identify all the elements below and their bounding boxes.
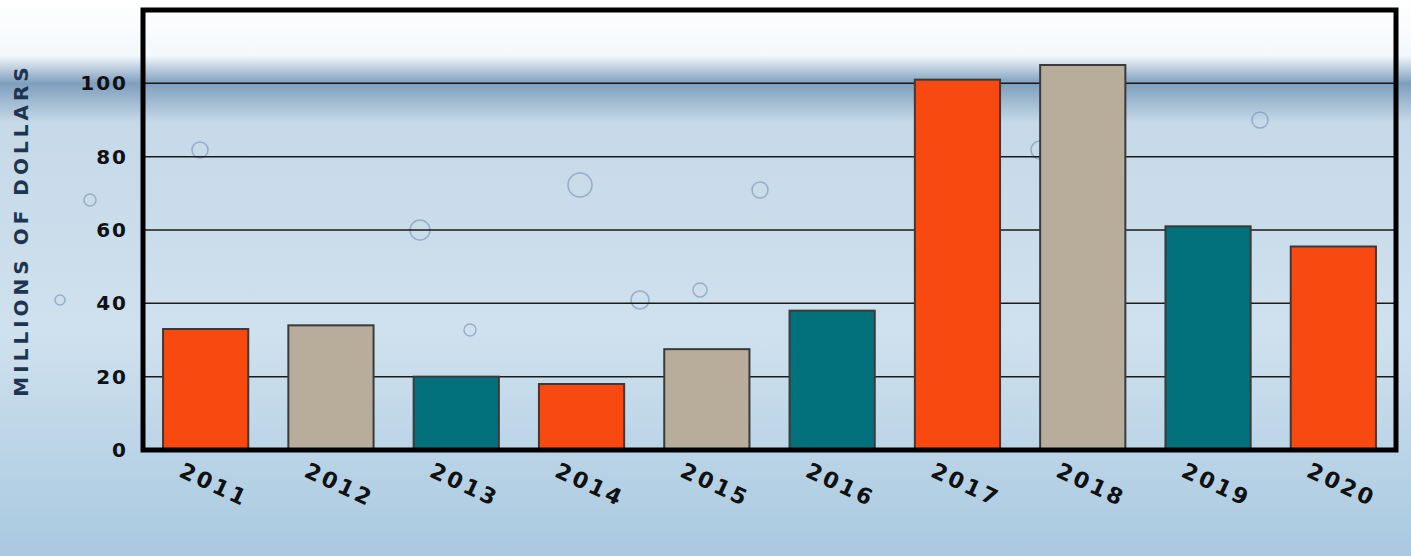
- y-tick-label: 60: [96, 218, 128, 242]
- y-tick-label: 40: [96, 291, 128, 315]
- bar: [414, 377, 499, 450]
- plot-frame: [143, 10, 1396, 450]
- bar: [915, 80, 1000, 450]
- bubble: [693, 283, 707, 297]
- x-tick-label: 2013: [426, 458, 503, 512]
- bar: [1165, 226, 1250, 450]
- bubble: [1252, 112, 1268, 128]
- bubble: [55, 295, 65, 305]
- grid-line: [143, 83, 1396, 85]
- bar: [664, 349, 749, 450]
- x-tick-label: 2015: [677, 458, 754, 512]
- y-tick-label: 100: [80, 71, 128, 95]
- bubble: [631, 291, 649, 309]
- bar: [288, 325, 373, 450]
- y-axis-title: MILLIONS OF DOLLARS: [9, 63, 33, 396]
- x-tick-label: 2012: [301, 458, 378, 512]
- chart: 0 20 40 60 80 100 2011 2012 2013 2014 2015 2016 2017…: [0, 0, 1411, 556]
- x-tick-label: 2011: [176, 458, 253, 512]
- x-tick-label: 2020: [1303, 458, 1380, 512]
- bar: [539, 384, 624, 450]
- bubble: [192, 142, 208, 158]
- bubble: [568, 173, 592, 197]
- x-tick-label: 2016: [802, 458, 879, 512]
- bubble: [84, 194, 96, 206]
- bar: [163, 329, 248, 450]
- x-tick-label: 2018: [1053, 458, 1130, 512]
- bar: [1040, 65, 1125, 450]
- bubble: [752, 182, 768, 198]
- grid-line: [143, 156, 1396, 158]
- y-tick-label: 0: [112, 438, 128, 462]
- x-tick-label: 2014: [551, 458, 628, 512]
- x-tick-label: 2019: [1178, 458, 1255, 512]
- x-tick-label: 2017: [927, 458, 1004, 512]
- y-tick-label: 80: [96, 145, 128, 169]
- background: [0, 0, 1411, 556]
- bubble: [464, 324, 476, 336]
- bar: [1291, 247, 1376, 451]
- y-tick-label: 20: [96, 365, 128, 389]
- bar: [790, 311, 875, 450]
